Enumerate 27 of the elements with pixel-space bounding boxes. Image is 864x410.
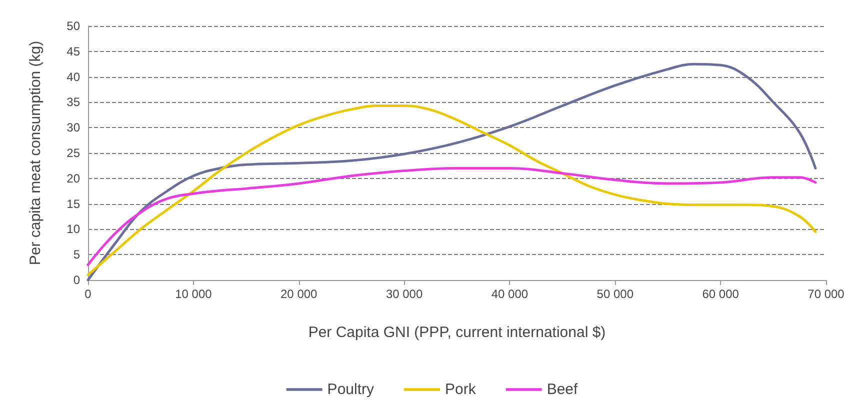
- y-axis-title: Per capita meat consumption (kg): [27, 40, 44, 266]
- x-tick-label: 40 000: [491, 287, 528, 301]
- x-tick-label: 0: [84, 287, 92, 301]
- y-tick-label: 20: [66, 171, 80, 186]
- y-tick-label: 45: [66, 44, 80, 58]
- legend-label: Pork: [444, 381, 476, 398]
- legend-label: Beef: [546, 381, 579, 398]
- y-tick-label: 25: [66, 146, 80, 160]
- legend-label: Poultry: [327, 381, 374, 398]
- y-tick-label: 30: [66, 120, 80, 135]
- x-tick-label: 70 000: [808, 287, 845, 301]
- y-tick-label: 50: [66, 19, 80, 33]
- y-tick-label: 0: [73, 273, 80, 287]
- y-tick-label: 40: [66, 70, 80, 84]
- x-tick-label: 60 000: [702, 287, 740, 301]
- line-series: [86, 166, 817, 266]
- x-tick-label: 10 000: [175, 287, 212, 301]
- x-tick-label: 30 000: [386, 287, 423, 301]
- line-series: [86, 62, 817, 282]
- y-tick-label: 10: [66, 222, 80, 236]
- y-tick-label: 15: [66, 196, 80, 211]
- y-tick-label: 35: [66, 95, 80, 110]
- line-series: [86, 104, 817, 276]
- x-tick-label: 20 000: [280, 287, 318, 301]
- x-axis-title: Per Capita GNI (PPP, current international $): [308, 324, 606, 341]
- x-tick-label: 50 000: [596, 287, 634, 301]
- y-tick-label: 5: [73, 248, 80, 262]
